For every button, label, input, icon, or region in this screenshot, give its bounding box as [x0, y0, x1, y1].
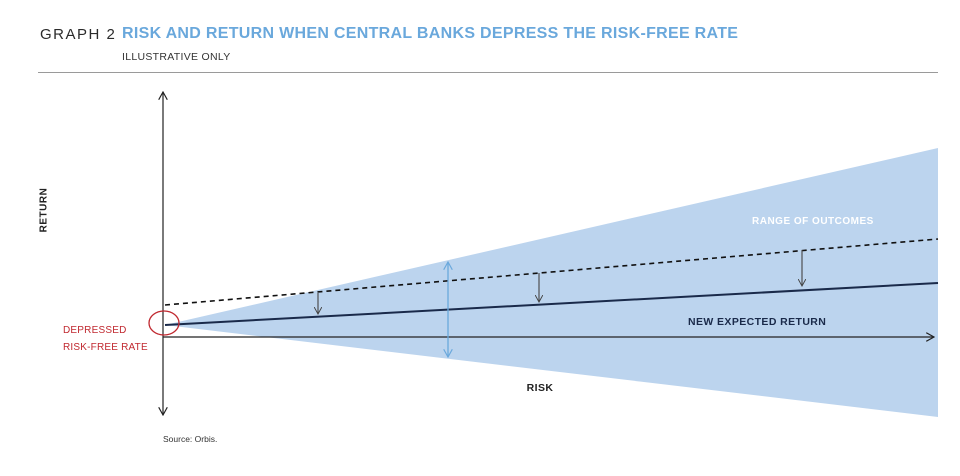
x-axis-label: RISK	[526, 382, 554, 394]
risk-free-rate-circle	[148, 310, 180, 336]
y-axis-label: RETURN	[38, 187, 50, 233]
previous-expected-return-line	[164, 238, 939, 306]
risk-free-rate-label: DEPRESSED RISK-FREE RATE	[63, 322, 148, 356]
graph-number: GRAPH 2	[40, 26, 117, 43]
source-note: Source: Orbis.	[163, 434, 218, 444]
graph-subtitle: ILLUSTRATIVE ONLY	[122, 51, 231, 63]
header-divider	[38, 72, 938, 73]
graph-title: RISK AND RETURN WHEN CENTRAL BANKS DEPRE…	[122, 25, 739, 42]
risk-free-label-line1: DEPRESSED	[63, 325, 127, 336]
new-expected-return-line	[164, 282, 939, 326]
range-of-outcomes-label: RANGE OF OUTCOMES	[752, 216, 874, 227]
risk-free-label-line2: RISK-FREE RATE	[63, 342, 148, 353]
range-of-outcomes-cone	[165, 148, 938, 417]
new-expected-return-label: NEW EXPECTED RETURN	[688, 316, 827, 328]
